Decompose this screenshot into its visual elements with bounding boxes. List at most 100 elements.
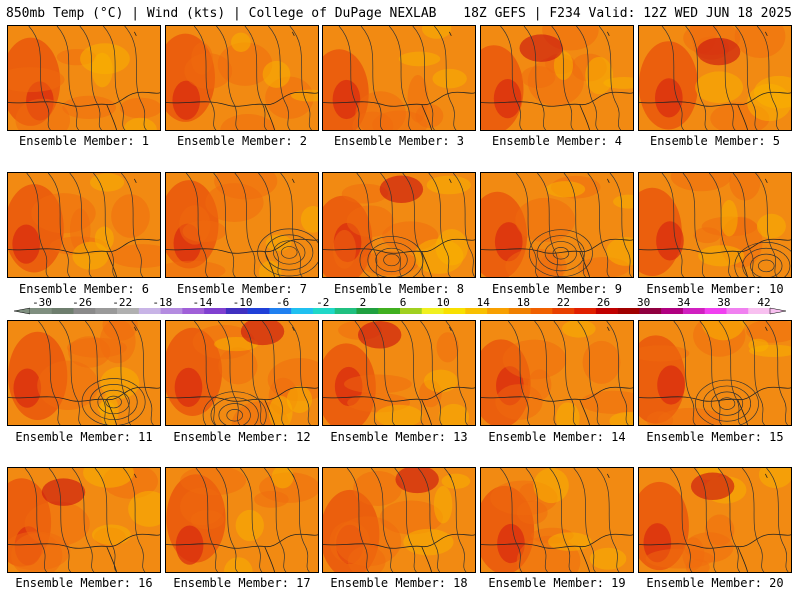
height-contour	[718, 321, 741, 425]
ensemble-member-label: Ensemble Member: 11	[15, 430, 153, 444]
ensemble-member-label: Ensemble Member: 16	[15, 576, 153, 590]
ensemble-member-label: Ensemble Member: 3	[333, 134, 465, 148]
coastline	[639, 533, 791, 549]
height-contour	[346, 468, 370, 572]
height-contour	[186, 173, 209, 277]
closed-contour	[375, 247, 408, 273]
height-contour	[609, 173, 633, 277]
closed-contour	[710, 391, 744, 416]
temperature-field	[8, 468, 160, 572]
height-contour	[264, 468, 287, 572]
height-contour	[755, 173, 778, 277]
ensemble-member-map	[480, 320, 634, 426]
colorbar-segment	[595, 308, 618, 314]
height-contour	[195, 468, 218, 572]
colorbar-segment	[204, 308, 227, 314]
colorbar-segment	[530, 308, 553, 314]
height-contour	[388, 26, 412, 130]
height-contour	[93, 173, 116, 277]
closed-contour	[383, 253, 400, 267]
coastline	[639, 91, 791, 107]
colorbar-tick-label: 30	[637, 296, 650, 309]
colorbar-segment	[269, 308, 292, 314]
ensemble-member-map	[7, 25, 161, 131]
colorbar-segment	[574, 308, 597, 314]
height-contour	[28, 26, 51, 130]
coastline	[264, 104, 275, 130]
colorbar-tick-label: 2	[360, 296, 367, 309]
ensemble-member-map	[638, 467, 792, 573]
ensemble-member-label: Ensemble Member: 13	[330, 430, 468, 444]
height-contour	[94, 468, 117, 572]
height-contour	[38, 321, 61, 425]
height-contour	[765, 321, 788, 425]
ensemble-member-label: Ensemble Member: 4	[491, 134, 623, 148]
temperature-field	[323, 173, 475, 277]
closed-contour	[280, 246, 298, 259]
ensemble-member-map	[322, 320, 476, 426]
lake-outline	[606, 326, 610, 331]
ensemble-member-label: Ensemble Member: 19	[488, 576, 626, 590]
coastline	[421, 104, 432, 130]
temperature-field	[323, 26, 475, 130]
height-contour	[103, 26, 126, 130]
height-contour	[108, 321, 132, 425]
colorbar-segment	[661, 308, 684, 314]
closed-contour	[105, 395, 122, 409]
closed-contour	[226, 409, 243, 422]
height-contour	[694, 468, 717, 572]
temperature-field	[481, 26, 633, 130]
colorbar-segment	[748, 308, 771, 314]
colorbar-segment	[95, 308, 118, 314]
ensemble-member-map	[165, 25, 319, 131]
height-contour	[453, 173, 475, 277]
closed-contour	[702, 385, 751, 422]
lake-outline	[133, 178, 137, 183]
height-contour	[79, 26, 102, 130]
height-contour	[741, 468, 765, 572]
model-run-info: 18Z GEFS | F234 Valid: 12Z WED JUN 18 20…	[463, 6, 792, 21]
height-contour	[551, 26, 574, 130]
ensemble-member-label: Ensemble Member: 14	[488, 430, 626, 444]
colorbar-segment	[726, 308, 749, 314]
height-contour	[573, 468, 596, 572]
coastline	[481, 533, 633, 549]
height-contour	[756, 26, 780, 130]
height-contour	[240, 468, 263, 572]
lake-outline	[764, 326, 768, 331]
ensemble-member-label: Ensemble Member: 7	[176, 282, 308, 296]
lake-outline	[448, 326, 452, 331]
lake-outline	[291, 326, 295, 331]
colorbar-tick-label: -6	[276, 296, 289, 309]
height-contour	[370, 468, 394, 572]
coastline	[323, 91, 475, 107]
temperature-field	[639, 26, 791, 130]
colorbar-tick-label: 18	[517, 296, 530, 309]
ensemble-member-map	[480, 467, 634, 573]
temperature-field	[639, 468, 791, 572]
closed-contour	[97, 389, 130, 415]
height-contour	[708, 173, 732, 277]
colorbar-segment	[421, 308, 444, 314]
height-contour	[735, 26, 758, 130]
temperature-field	[481, 321, 633, 425]
height-contour	[444, 468, 467, 572]
height-contour	[288, 321, 311, 425]
coastline	[737, 546, 748, 572]
height-contour	[563, 173, 586, 277]
colorbar-tick-label: -26	[72, 296, 92, 309]
closed-contour	[718, 397, 736, 410]
ensemble-member-label: Ensemble Member: 15	[646, 430, 784, 444]
coastline	[106, 546, 117, 572]
colorbar-tick-label: 26	[597, 296, 610, 309]
colorbar-tick-label: 10	[436, 296, 449, 309]
coastline	[323, 533, 475, 549]
height-contour	[59, 321, 82, 425]
temperature-colorbar: -30 -26 -22 -18 -14 -10 -6 -2 2 6 10 14 18 22 26 30 34 38…	[13, 296, 787, 315]
closed-contour	[273, 240, 306, 265]
coastline	[106, 399, 117, 425]
height-contour	[661, 26, 684, 130]
height-contour	[713, 26, 736, 130]
height-contour	[360, 26, 383, 130]
height-contour	[766, 468, 789, 572]
